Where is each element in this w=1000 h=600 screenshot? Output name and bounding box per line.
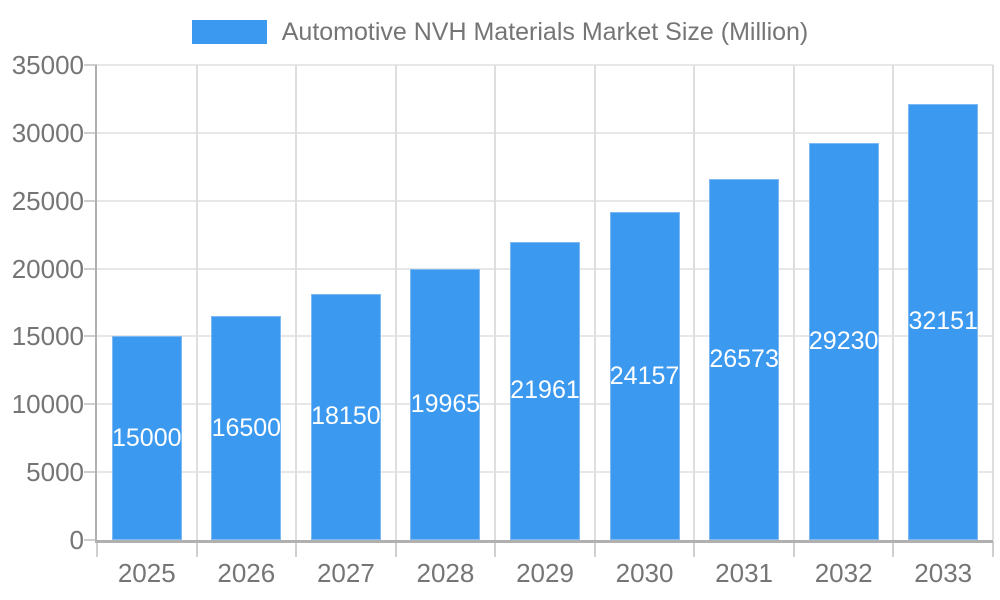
y-tick <box>84 539 97 541</box>
x-tick <box>593 541 596 557</box>
x-tick <box>195 541 198 557</box>
y-tick <box>84 335 97 338</box>
gridline-x-boundary <box>593 65 596 540</box>
bar-2025[interactable]: 15000 <box>111 336 182 540</box>
bar-value-label: 26573 <box>709 345 779 374</box>
gridline-x-boundary <box>992 65 994 540</box>
gridline-x-boundary <box>394 65 397 540</box>
legend: Automotive NVH Materials Market Size (Mi… <box>0 14 1000 50</box>
bar-2032[interactable]: 29230 <box>808 143 879 540</box>
y-tick <box>84 267 97 270</box>
bar-value-label: 16500 <box>211 413 282 442</box>
bar-2033[interactable]: 32151 <box>908 103 979 540</box>
x-tick-label-2031: 2031 <box>715 558 774 588</box>
gridline-x-boundary <box>195 65 198 540</box>
x-tick <box>394 541 397 557</box>
bar-2030[interactable]: 24157 <box>609 212 680 540</box>
x-tick <box>792 541 795 557</box>
y-tick-label-35000: 35000 <box>11 50 84 80</box>
y-axis-line <box>95 65 97 540</box>
y-tick-label-10000: 10000 <box>11 389 84 420</box>
bar-value-label: 32151 <box>908 307 978 336</box>
y-tick-label-20000: 20000 <box>11 253 84 284</box>
bar-value-label: 21961 <box>510 376 580 405</box>
y-tick <box>84 199 97 202</box>
bar-2028[interactable]: 19965 <box>410 269 481 540</box>
x-tick-label-2027: 2027 <box>316 558 375 588</box>
gridline-x-boundary <box>892 65 895 540</box>
y-tick <box>84 471 97 474</box>
y-tick-label-30000: 30000 <box>11 117 84 148</box>
x-tick-label-2025: 2025 <box>117 558 176 588</box>
gridline-y-35000 <box>97 64 993 66</box>
bar-value-label: 29230 <box>808 327 879 356</box>
x-tick <box>96 541 98 557</box>
bar-2027[interactable]: 18150 <box>310 293 381 540</box>
x-tick <box>992 541 994 557</box>
y-tick-label-15000: 15000 <box>11 321 84 352</box>
y-tick <box>84 131 97 134</box>
y-tick-label-25000: 25000 <box>11 185 84 216</box>
gridline-x-boundary <box>295 65 298 540</box>
legend-swatch-icon <box>191 20 267 44</box>
x-tick <box>494 541 497 557</box>
bar-value-label: 24157 <box>609 361 680 390</box>
gridline-y-25000 <box>97 199 993 202</box>
bar-2031[interactable]: 26573 <box>709 179 780 540</box>
x-tick <box>295 541 298 557</box>
bar-2029[interactable]: 21961 <box>510 241 580 540</box>
x-tick-label-2033: 2033 <box>914 558 973 588</box>
x-tick-label-2030: 2030 <box>615 558 674 588</box>
legend-item[interactable]: Automotive NVH Materials Market Size (Mi… <box>191 17 809 47</box>
x-tick-label-2029: 2029 <box>516 558 574 588</box>
gridline-x-boundary <box>693 65 696 540</box>
y-tick <box>84 64 97 66</box>
y-tick <box>84 403 97 406</box>
x-tick-label-2032: 2032 <box>814 558 873 588</box>
legend-label: Automotive NVH Materials Market Size (Mi… <box>281 17 809 46</box>
bar-value-label: 18150 <box>311 402 381 431</box>
x-axis-line <box>95 540 993 543</box>
bar-2026[interactable]: 16500 <box>211 316 282 540</box>
y-tick-label-0: 0 <box>69 525 84 555</box>
plot-area: 15000 16500 18150 19965 21961 24157 26573 29230… <box>97 64 994 540</box>
gridline-x-boundary <box>494 65 497 540</box>
x-tick-label-2028: 2028 <box>416 558 475 588</box>
x-tick <box>892 541 895 557</box>
y-tick-label-5000: 5000 <box>26 457 84 488</box>
bar-value-label: 19965 <box>410 390 481 419</box>
x-tick <box>693 541 696 557</box>
gridline-y-30000 <box>97 131 993 134</box>
bar-value-label: 15000 <box>112 423 182 452</box>
gridline-x-boundary <box>792 65 795 540</box>
x-tick-label-2026: 2026 <box>217 558 276 588</box>
